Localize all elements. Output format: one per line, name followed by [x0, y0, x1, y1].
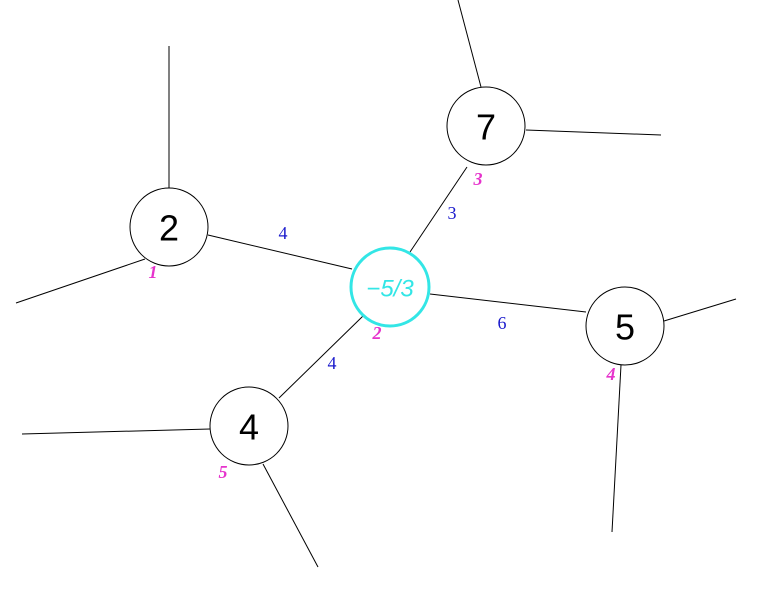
edge-weight-n5: 6: [498, 313, 507, 333]
node-circle: [209, 386, 289, 466]
node-2: 2 1: [129, 187, 209, 282]
edge-n2-left: [15, 258, 146, 304]
node-value: 7: [476, 107, 496, 148]
edge-n7-up: [457, 0, 482, 88]
outer-edges: [15, 0, 737, 568]
node-index: 1: [149, 262, 158, 282]
center-edges: [207, 166, 587, 399]
edge-n4-down: [262, 463, 319, 568]
edge-weight-n4: 4: [328, 353, 337, 373]
node-circle: [446, 86, 526, 166]
center-index: 2: [372, 323, 382, 343]
node-index: 5: [219, 462, 228, 482]
edge-n7-right: [525, 129, 662, 136]
edge-weight-n2: 4: [279, 223, 288, 243]
edge-n5-center: [429, 293, 587, 313]
edge-weights: 4 3 6 4: [279, 203, 507, 373]
node-5: 5 4: [585, 286, 665, 384]
node-circle: [129, 187, 209, 267]
node-4: 4 5: [209, 386, 289, 482]
center-node: −5/3 2: [349, 246, 431, 343]
center-value: −5/3: [366, 276, 414, 303]
node-value: 4: [239, 407, 259, 448]
edge-n7-center: [409, 166, 468, 253]
node-7: 7 3: [446, 86, 526, 189]
edge-n4-left: [21, 428, 211, 435]
edge-weight-n7: 3: [448, 203, 457, 223]
center-circle: [349, 246, 431, 328]
node-index: 4: [606, 364, 616, 384]
edge-n2-center: [207, 234, 353, 270]
node-circle: [585, 286, 665, 366]
edge-n4-center: [278, 315, 364, 399]
node-value: 5: [615, 307, 635, 348]
node-index: 3: [473, 169, 483, 189]
edge-n5-down: [611, 364, 622, 533]
node-value: 2: [159, 208, 179, 249]
edge-n5-right: [663, 298, 737, 322]
